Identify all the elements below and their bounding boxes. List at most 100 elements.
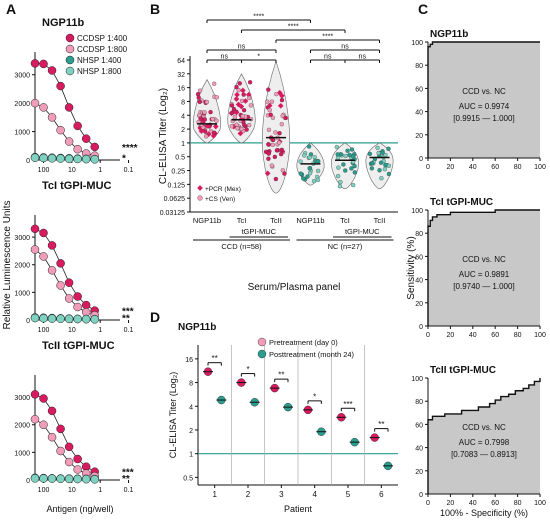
data-point [39, 228, 48, 238]
data-point [279, 92, 285, 99]
x-tick-label: 60 [491, 500, 499, 507]
y-tick-label: 1000 [14, 130, 30, 137]
y-tick-label: 0 [419, 324, 423, 331]
data-point [273, 130, 278, 135]
significance-label: **** [122, 143, 138, 154]
x-tick-label: 20 [447, 332, 455, 339]
y-tick-label: 40 [415, 110, 423, 117]
data-point [382, 167, 388, 172]
roc-curve [427, 209, 540, 326]
legend-marker [65, 66, 75, 76]
data-point [229, 124, 234, 129]
y-tick-label: 3000 [14, 235, 30, 242]
data-point [237, 130, 244, 137]
data-point [306, 144, 312, 149]
data-point [280, 113, 285, 119]
data-point [56, 81, 65, 91]
data-point [279, 147, 284, 152]
series-line [34, 393, 95, 473]
significance-label: ** [122, 474, 130, 485]
roc-subplot: 0 20 40 60 80 100 0 20 40 60 80 100 NGP11b CCD vs. NC… [411, 29, 546, 171]
data-point [270, 142, 275, 148]
data-point [266, 142, 271, 147]
x-tick-label: 100 [38, 487, 50, 494]
x-tick-label: 0.1 [124, 167, 134, 174]
data-point [242, 98, 249, 104]
data-point [267, 108, 272, 113]
y-tick-label: 0.03125 [160, 210, 185, 217]
data-point [204, 99, 210, 105]
x-tick-label: 6 [379, 490, 384, 499]
legend-marker [65, 55, 75, 65]
significance-label: ns [324, 54, 332, 61]
y-tick-label: 80 [415, 63, 423, 70]
legend-label: CCDSP 1:400 [77, 34, 128, 43]
legend-marker [197, 195, 203, 201]
data-point [73, 314, 82, 324]
x-tick-label: 2 [246, 490, 251, 499]
panel-b: B 64 32 16 8 4 2 1 0.5 0.25 0.125 0.0625 0.03125 NGP1… [150, 1, 398, 293]
data-point [375, 145, 380, 151]
data-point [81, 314, 91, 324]
y-tick-label: 3000 [14, 73, 30, 80]
data-point [349, 147, 355, 152]
y-tick-label: 4 [181, 113, 185, 120]
data-point [203, 134, 209, 139]
subplot-title: TcI tGPI-MUC [430, 197, 493, 208]
data-point [64, 457, 74, 467]
data-point [47, 432, 57, 442]
data-point [56, 424, 65, 434]
legend-label: +PCR (Mex) [205, 186, 241, 193]
significance-label: * [257, 54, 260, 61]
data-point [30, 59, 40, 68]
x-tick-label: 3 [279, 490, 284, 499]
roc-subplot: 0 20 40 60 80 100 0 20 40 60 80 100 TcII tGPI-MUC CCD… [411, 365, 546, 507]
y-tick-label: 16 [185, 357, 193, 364]
data-point [334, 144, 339, 150]
data-point [335, 173, 341, 179]
x-tick-label: 40 [469, 164, 477, 171]
x-axis-label: Serum/Plasma panel [248, 282, 341, 293]
auc-label: AUC = 0.7998 [459, 438, 510, 447]
x-tick-label: 60 [491, 332, 499, 339]
data-point [369, 166, 375, 171]
y-tick-label: 1000 [14, 290, 30, 297]
roc-label: CCD vs. NC [462, 255, 506, 264]
data-point [270, 115, 276, 120]
data-point [202, 110, 207, 115]
category-label: NGP11b [193, 216, 221, 225]
data-point [197, 99, 202, 105]
legend-label: Pretreatment (day 0) [269, 338, 338, 347]
data-point [232, 114, 238, 120]
roc-label: CCD vs. NC [462, 423, 506, 432]
data-point [337, 184, 343, 189]
data-point [210, 116, 215, 122]
legend-marker [257, 349, 267, 359]
data-point [301, 176, 306, 181]
significance-label: ns [359, 54, 367, 61]
y-tick-label: 100 [411, 40, 423, 47]
subplot-title: NGP11b [42, 17, 84, 29]
x-tick-label: 40 [469, 332, 477, 339]
significance-label: * [122, 154, 126, 165]
data-point [73, 454, 82, 464]
data-point [39, 153, 48, 163]
data-point [241, 92, 246, 97]
data-point [274, 91, 279, 97]
data-point [233, 96, 240, 102]
y-tick-label: 100 [411, 376, 423, 383]
legend-marker [257, 337, 267, 347]
data-point [198, 128, 205, 134]
data-point [73, 474, 82, 484]
group-label: CCD (n=58) [221, 242, 262, 251]
data-point [335, 152, 340, 157]
panel-a-subplot: NGP11b 0 1000 2000 3000 100 10 1 0.1 ***** [14, 17, 137, 174]
data-point [208, 109, 213, 115]
data-point [47, 314, 57, 323]
data-point [307, 166, 312, 171]
x-axis-label: Antigen (ng/well) [46, 504, 113, 514]
y-tick-label: 1 [181, 141, 185, 148]
data-point [338, 179, 343, 185]
x-tick-label: 5 [346, 490, 351, 499]
